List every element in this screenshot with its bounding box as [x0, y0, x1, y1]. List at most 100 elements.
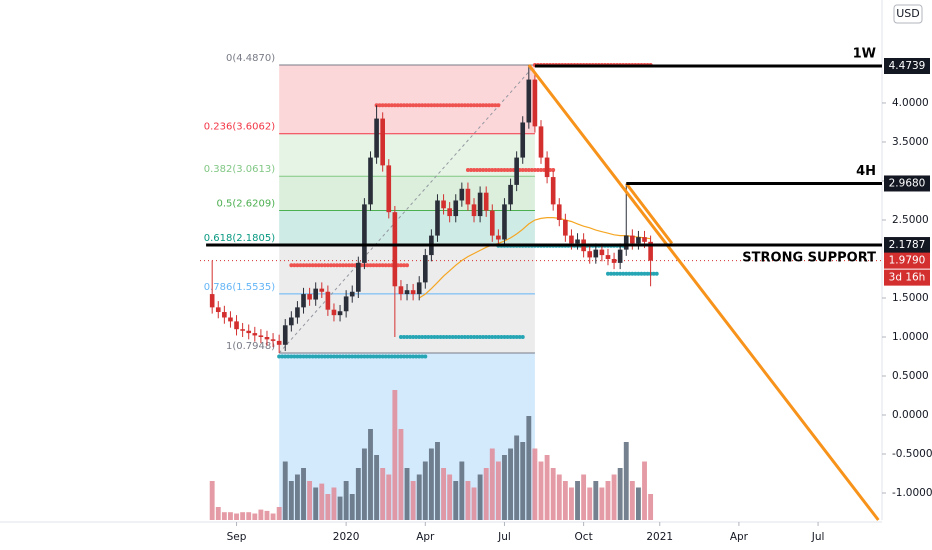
indicator-dot	[420, 103, 425, 108]
candle-body	[623, 235, 629, 250]
fib-label: 0.382(3.0613)	[204, 164, 276, 175]
candle-body	[538, 126, 544, 158]
candle-body	[648, 241, 653, 261]
indicator-dot	[295, 263, 300, 268]
indicator-dot	[462, 103, 467, 108]
indicator-dot	[411, 354, 416, 359]
indicator-dot	[465, 103, 470, 108]
volume-bar	[313, 487, 319, 520]
indicator-dot	[386, 354, 391, 359]
indicator-dot	[493, 168, 498, 173]
indicator-dot	[289, 354, 294, 359]
candle-body	[605, 255, 611, 259]
indicator-dot	[605, 271, 610, 276]
volume-bar	[569, 487, 574, 520]
indicator-dot	[322, 263, 327, 268]
x-tick-label: Sep	[227, 531, 247, 543]
indicator-dot	[447, 334, 452, 339]
last-price-box	[884, 252, 930, 269]
candle-body	[471, 204, 477, 217]
candle-body	[465, 188, 471, 205]
price-box	[884, 237, 930, 254]
indicator-dot	[362, 354, 367, 359]
indicator-dot	[502, 334, 507, 339]
trendline	[625, 182, 674, 245]
indicator-dot	[319, 263, 324, 268]
indicator-dot	[304, 354, 309, 359]
indicator-dot	[453, 103, 458, 108]
indicator-dot	[468, 103, 473, 108]
volume-bar	[422, 461, 428, 520]
candle-body	[611, 258, 617, 263]
indicator-dot	[395, 354, 400, 359]
indicator-dot	[405, 334, 410, 339]
volume-bar	[337, 496, 343, 520]
volume-bar	[514, 435, 520, 520]
candle-body	[410, 290, 416, 295]
volume-bar	[623, 442, 629, 520]
indicator-dot	[612, 271, 617, 276]
candle-body	[362, 204, 367, 263]
indicator-dot	[508, 334, 513, 339]
indicator-dot	[505, 168, 510, 173]
indicator-dot	[618, 271, 623, 276]
candle-body	[386, 165, 392, 213]
indicator-dot	[435, 334, 440, 339]
candle-body	[630, 235, 635, 244]
volume-bar	[343, 481, 349, 520]
indicator-dot	[298, 263, 303, 268]
indicator-dot	[405, 263, 410, 268]
candle-body	[295, 307, 300, 318]
fib-band	[279, 64, 535, 134]
indicator-dot	[481, 168, 486, 173]
currency-box[interactable]	[893, 4, 923, 24]
indicator-dot	[344, 263, 349, 268]
indicator-dot	[493, 334, 498, 339]
volume-bar	[386, 474, 392, 520]
candle-body	[556, 204, 562, 220]
indicator-dot	[441, 334, 446, 339]
volume-bar	[611, 474, 617, 520]
indicator-dot	[444, 103, 449, 108]
indicator-dot	[411, 334, 416, 339]
candle-body	[459, 188, 465, 201]
volume-bar	[294, 474, 300, 520]
countdown-label: 3d 16h	[889, 272, 926, 284]
indicator-dot	[386, 263, 391, 268]
indicator-dot	[353, 354, 358, 359]
indicator-dot	[444, 334, 449, 339]
indicator-dot	[374, 263, 379, 268]
indicator-dot	[377, 263, 382, 268]
indicator-dot	[426, 103, 431, 108]
volume-bar	[520, 442, 526, 520]
candle-body	[544, 157, 550, 178]
volume-bar	[428, 448, 434, 520]
y-tick-label: 1.0000	[892, 331, 929, 343]
y-tick-label: 0.0000	[892, 409, 929, 421]
indicator-dot	[347, 263, 352, 268]
candle-body	[642, 237, 647, 242]
indicator-dot	[319, 354, 324, 359]
price-box-label: 4.4739	[889, 60, 926, 72]
indicator-dot	[338, 263, 343, 268]
volume-bar	[270, 513, 276, 520]
candle-body	[313, 288, 319, 300]
volume-bar	[550, 468, 556, 520]
candle-body	[209, 294, 215, 308]
volume-bar	[215, 507, 221, 520]
indicator-dot	[316, 263, 321, 268]
indicator-dot	[499, 168, 504, 173]
indicator-dot	[286, 354, 291, 359]
indicator-dot	[398, 334, 403, 339]
candle-body	[307, 294, 312, 300]
indicator-dot	[350, 354, 355, 359]
indicator-dot	[529, 168, 534, 173]
indicator-dot	[432, 103, 437, 108]
candle-body	[520, 122, 526, 158]
candle-body	[289, 317, 294, 326]
volume-bar	[562, 481, 568, 520]
indicator-dot	[429, 103, 434, 108]
indicator-dot	[423, 354, 428, 359]
x-tick-label: 2021	[646, 531, 673, 543]
candle-body	[258, 335, 264, 337]
